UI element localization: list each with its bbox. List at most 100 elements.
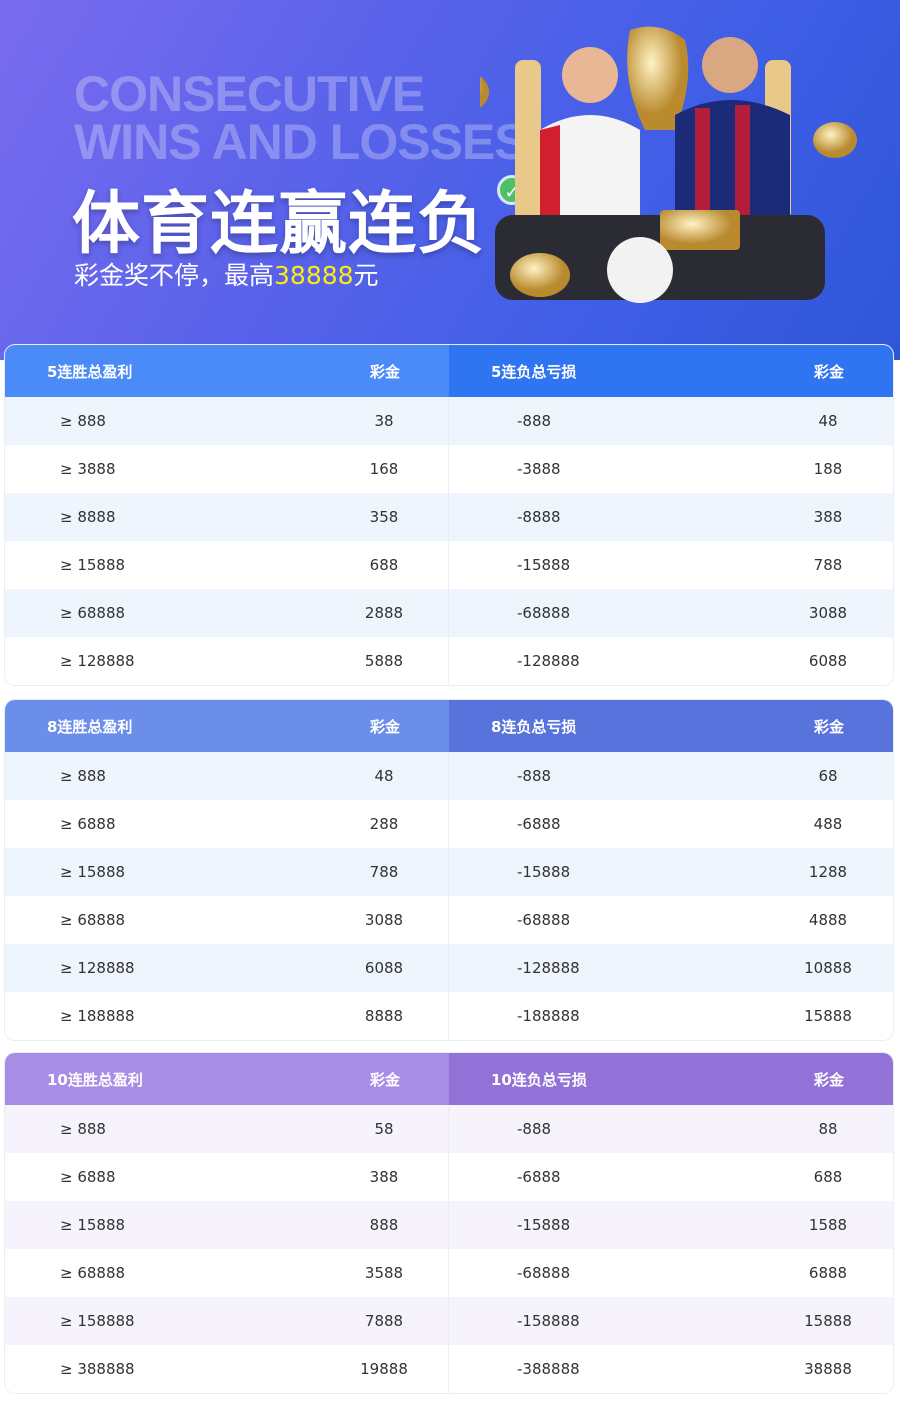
loss-cell: -3888 188 [449, 445, 893, 493]
win-threshold: ≥ 8888 [60, 508, 116, 526]
table-row: ≥ 888 38 -888 48 [5, 397, 893, 445]
table-header: 5连胜总盈利 彩金 5连负总亏损 彩金 [5, 345, 893, 397]
table-header: 8连胜总盈利 彩金 8连负总亏损 彩金 [5, 700, 893, 752]
win-cell: ≥ 3888 168 [5, 445, 449, 493]
win-threshold: ≥ 15888 [60, 1216, 126, 1234]
loss-cell: -15888 1288 [449, 848, 893, 896]
win-prize: 388 [369, 1168, 399, 1186]
bonus-table-3: 10连胜总盈利 彩金 10连负总亏损 彩金 ≥ 888 58 -888 88 ≥ 6888 388… [5, 1053, 893, 1393]
player-right [675, 100, 790, 225]
win-threshold: ≥ 15888 [60, 556, 126, 574]
win-cell: ≥ 8888 358 [5, 493, 449, 541]
loss-cell: -15888 1588 [449, 1201, 893, 1249]
loss-prize: 488 [813, 815, 843, 833]
loss-prize: 38888 [804, 1360, 852, 1378]
bonus-table-1: 5连胜总盈利 彩金 5连负总亏损 彩金 ≥ 888 38 -888 48 ≥ 3888 168 -3… [5, 345, 893, 685]
pillar-left [515, 60, 541, 240]
win-prize: 48 [374, 767, 394, 785]
win-column-header: 5连胜总盈利 [47, 362, 133, 381]
coin-icon [480, 76, 489, 108]
loss-prize-column-header: 彩金 [813, 1070, 844, 1089]
win-prize: 2888 [364, 604, 404, 622]
table-row: ≥ 68888 3588 -68888 6888 [5, 1249, 893, 1297]
loss-threshold: -3888 [517, 460, 561, 478]
loss-threshold: -128888 [517, 652, 580, 670]
loss-threshold: -888 [517, 1120, 552, 1138]
win-cell: ≥ 888 58 [5, 1105, 449, 1153]
loss-cell: -888 88 [449, 1105, 893, 1153]
table-row: ≥ 888 58 -888 88 [5, 1105, 893, 1153]
subtitle-prefix: 彩金奖不停，最高 [74, 261, 275, 290]
win-prize: 19888 [360, 1360, 408, 1378]
loss-cell: -68888 6888 [449, 1249, 893, 1297]
win-cell: ≥ 15888 888 [5, 1201, 449, 1249]
win-prize: 3588 [364, 1264, 404, 1282]
loss-cell: -188888 15888 [449, 992, 893, 1040]
win-cell: ≥ 128888 5888 [5, 637, 449, 685]
table-row: ≥ 68888 2888 -68888 3088 [5, 589, 893, 637]
win-prize: 168 [369, 460, 399, 478]
loss-prize: 1288 [808, 863, 848, 881]
win-prize: 688 [369, 556, 399, 574]
loss-threshold: -15888 [517, 1216, 571, 1234]
loss-cell: -68888 4888 [449, 896, 893, 944]
loss-threshold: -15888 [517, 863, 571, 881]
loss-prize: 6088 [808, 652, 848, 670]
loss-prize: 15888 [804, 1007, 852, 1025]
banner-subtitle: 彩金奖不停，最高38888元 [74, 256, 379, 292]
table-row: ≥ 15888 888 -15888 1588 [5, 1201, 893, 1249]
loss-prize: 688 [813, 1168, 843, 1186]
win-threshold: ≥ 6888 [60, 1168, 116, 1186]
banner-english-line-1: CONSECUTIVE [74, 66, 425, 122]
loss-threshold: -8888 [517, 508, 561, 526]
table-row: ≥ 888 48 -888 68 [5, 752, 893, 800]
banner-english-line-2: WINS AND LOSSES [74, 114, 528, 170]
table-row: ≥ 68888 3088 -68888 4888 [5, 896, 893, 944]
win-threshold: ≥ 68888 [60, 911, 126, 929]
loss-prize: 48 [818, 412, 838, 430]
win-header-cell: 10连胜总盈利 彩金 [5, 1053, 449, 1105]
win-prize: 888 [369, 1216, 399, 1234]
loss-threshold: -68888 [517, 1264, 571, 1282]
win-prize: 38 [374, 412, 394, 430]
win-threshold: ≥ 128888 [60, 652, 135, 670]
table-row: ≥ 128888 5888 -128888 6088 [5, 637, 893, 685]
win-header-cell: 8连胜总盈利 彩金 [5, 700, 449, 752]
win-cell: ≥ 6888 288 [5, 800, 449, 848]
win-prize: 288 [369, 815, 399, 833]
loss-header-cell: 8连负总亏损 彩金 [449, 700, 893, 752]
loss-prize-column-header: 彩金 [813, 717, 844, 736]
loss-cell: -15888 788 [449, 541, 893, 589]
loss-cell: -6888 688 [449, 1153, 893, 1201]
win-threshold: ≥ 188888 [60, 1007, 135, 1025]
loss-header-cell: 5连负总亏损 彩金 [449, 345, 893, 397]
win-threshold: ≥ 888 [60, 1120, 106, 1138]
table-row: ≥ 15888 788 -15888 1288 [5, 848, 893, 896]
table-row: ≥ 3888 168 -3888 188 [5, 445, 893, 493]
win-threshold: ≥ 3888 [60, 460, 116, 478]
win-cell: ≥ 6888 388 [5, 1153, 449, 1201]
win-threshold: ≥ 128888 [60, 959, 135, 977]
win-cell: ≥ 68888 3088 [5, 896, 449, 944]
loss-threshold: -158888 [517, 1312, 580, 1330]
win-prize-column-header: 彩金 [369, 1070, 400, 1089]
loss-cell: -888 48 [449, 397, 893, 445]
table-header: 10连胜总盈利 彩金 10连负总亏损 彩金 [5, 1053, 893, 1105]
win-prize: 358 [369, 508, 399, 526]
win-threshold: ≥ 68888 [60, 604, 126, 622]
win-threshold: ≥ 15888 [60, 863, 126, 881]
loss-prize: 68 [818, 767, 838, 785]
football-icon [607, 237, 673, 303]
win-cell: ≥ 188888 8888 [5, 992, 449, 1040]
win-threshold: ≥ 68888 [60, 1264, 126, 1282]
table-row: ≥ 15888 688 -15888 788 [5, 541, 893, 589]
loss-threshold: -6888 [517, 815, 561, 833]
loss-threshold: -68888 [517, 911, 571, 929]
win-threshold: ≥ 888 [60, 412, 106, 430]
player-left [540, 115, 640, 220]
coin-icon-right [813, 122, 857, 158]
win-cell: ≥ 68888 3588 [5, 1249, 449, 1297]
loss-prize: 15888 [804, 1312, 852, 1330]
bonus-table-2: 8连胜总盈利 彩金 8连负总亏损 彩金 ≥ 888 48 -888 68 ≥ 6888 288 -6… [5, 700, 893, 1040]
loss-threshold: -388888 [517, 1360, 580, 1378]
